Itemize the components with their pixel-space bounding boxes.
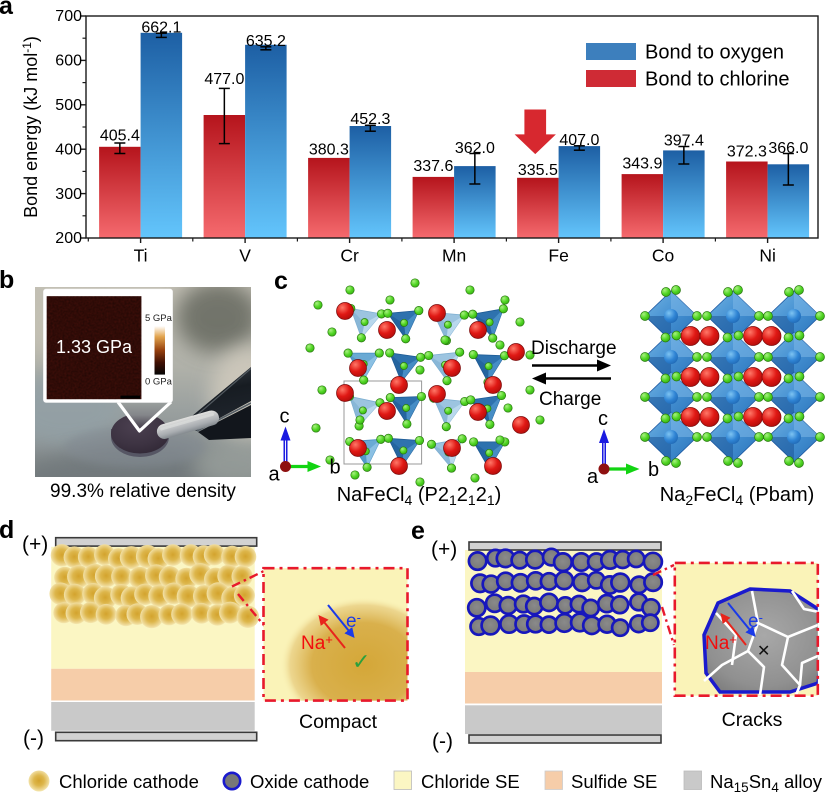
svg-text:200: 200 (55, 230, 82, 247)
svg-text:405.4: 405.4 (100, 128, 140, 145)
svg-text:b: b (648, 459, 659, 481)
svg-text:Fe: Fe (548, 246, 568, 266)
svg-text:1.33 GPa: 1.33 GPa (56, 337, 133, 357)
svg-text:300: 300 (55, 186, 82, 203)
svg-text:Compact: Compact (299, 711, 378, 733)
svg-text:366.0: 366.0 (768, 140, 808, 157)
svg-text:Ni: Ni (759, 246, 776, 266)
svg-text:Bond to oxygen: Bond to oxygen (645, 42, 784, 64)
svg-text:500: 500 (55, 97, 82, 114)
svg-text:337.6: 337.6 (413, 158, 453, 175)
svg-text:Na+: Na+ (705, 632, 737, 654)
svg-text:Mn: Mn (442, 246, 466, 266)
svg-text:(-): (-) (23, 727, 44, 750)
svg-text:a: a (587, 466, 599, 488)
svg-text:Co: Co (652, 246, 674, 266)
svg-text:5 GPa: 5 GPa (145, 313, 173, 324)
svg-text:380.3: 380.3 (309, 142, 349, 159)
svg-text:Chloride SE: Chloride SE (421, 771, 520, 792)
svg-text:c: c (598, 408, 608, 430)
svg-text:662.1: 662.1 (141, 20, 181, 37)
svg-text:Oxide cathode: Oxide cathode (250, 771, 369, 792)
svg-text:407.0: 407.0 (559, 132, 599, 149)
svg-text:0 GPa: 0 GPa (145, 377, 173, 388)
svg-text:700: 700 (55, 8, 82, 25)
svg-text:c: c (280, 406, 290, 428)
svg-text:477.0: 477.0 (204, 71, 244, 88)
svg-text:V: V (239, 246, 251, 266)
svg-text:(-): (-) (432, 730, 453, 753)
svg-text:Na15Sn4 alloy: Na15Sn4 alloy (710, 771, 823, 793)
svg-text:335.5: 335.5 (518, 162, 558, 179)
svg-text:Discharge: Discharge (531, 338, 617, 359)
svg-text:✕: ✕ (757, 643, 770, 660)
svg-text:b: b (330, 457, 341, 479)
svg-text:452.3: 452.3 (350, 111, 390, 128)
svg-text:400: 400 (55, 141, 82, 158)
svg-text:Cr: Cr (340, 246, 359, 266)
svg-text:343.9: 343.9 (622, 156, 662, 173)
svg-text:Chloride cathode: Chloride cathode (59, 771, 199, 792)
svg-text:NaFeCl4 (P212121): NaFeCl4 (P212121) (337, 484, 502, 508)
svg-text:✓: ✓ (352, 649, 370, 674)
svg-text:635.2: 635.2 (246, 33, 286, 50)
svg-text:Na2FeCl4 (Pbam): Na2FeCl4 (Pbam) (660, 484, 815, 508)
svg-text:a: a (269, 464, 281, 486)
svg-text:Cracks: Cracks (722, 709, 783, 731)
svg-text:362.0: 362.0 (455, 140, 495, 157)
svg-text:372.3: 372.3 (727, 144, 767, 161)
svg-text:Charge: Charge (539, 389, 601, 410)
svg-text:Bond energy (kJ mol-1): Bond energy (kJ mol-1) (20, 36, 41, 218)
svg-text:397.4: 397.4 (664, 133, 704, 150)
svg-text:(+): (+) (22, 533, 48, 556)
svg-text:(+): (+) (431, 538, 457, 561)
svg-text:Sulfide SE: Sulfide SE (571, 771, 657, 792)
svg-text:600: 600 (55, 53, 82, 70)
svg-text:Na+: Na+ (301, 632, 333, 654)
svg-text:Bond to chlorine: Bond to chlorine (645, 69, 790, 91)
svg-text:Ti: Ti (134, 246, 148, 266)
